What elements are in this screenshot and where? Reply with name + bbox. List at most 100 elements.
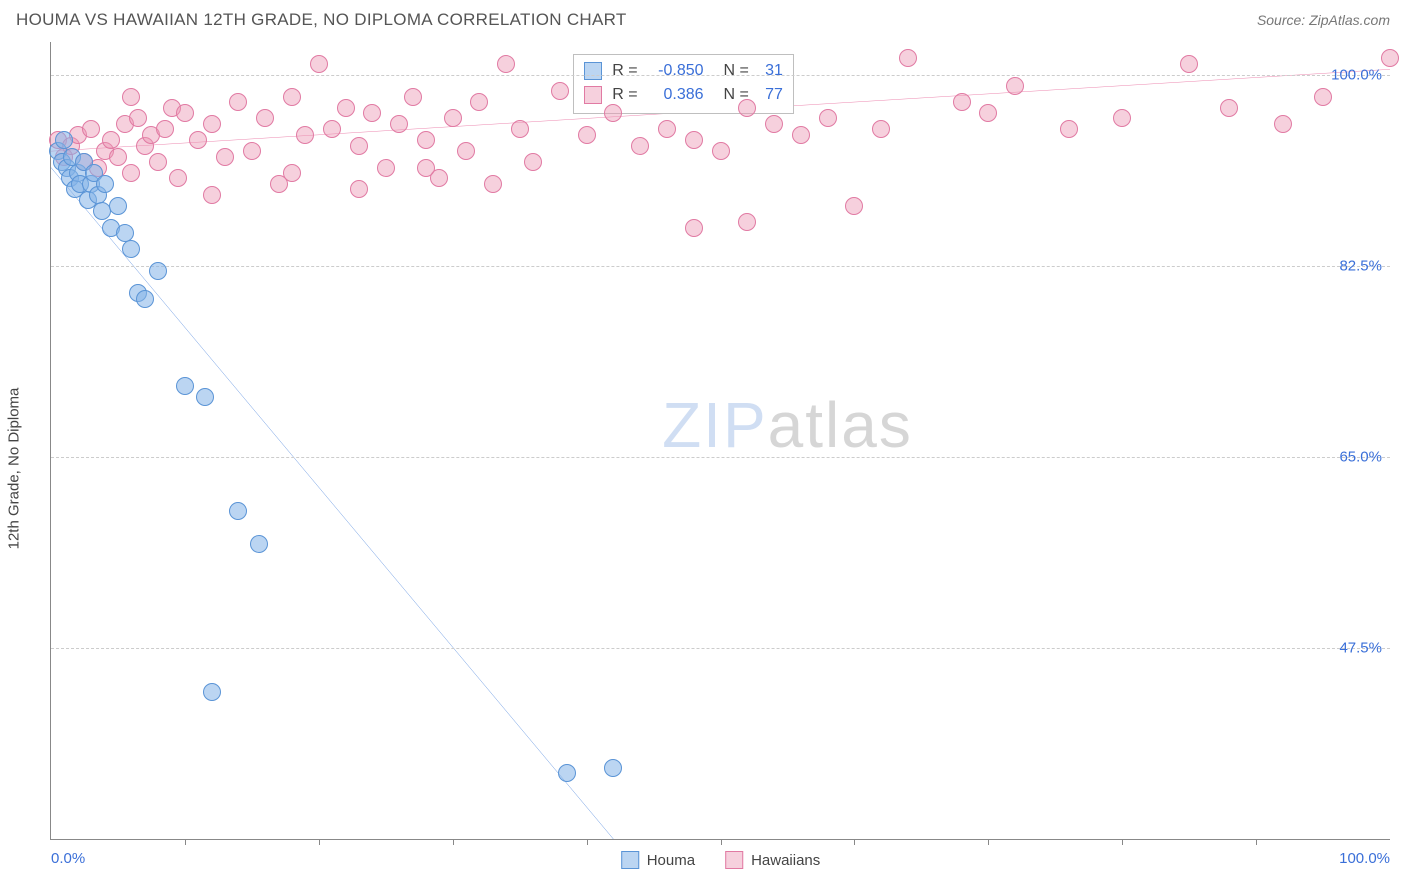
x-tick [185,839,186,845]
scatter-point-hawaiians [216,148,234,166]
scatter-point-hawaiians [350,137,368,155]
scatter-point-houma [203,683,221,701]
scatter-point-hawaiians [444,109,462,127]
scatter-point-hawaiians [524,153,542,171]
scatter-point-hawaiians [1381,49,1399,67]
x-tick [453,839,454,845]
bottom-legend-item-hawaiians: Hawaiians [725,851,820,869]
n-label: N = [724,59,749,83]
scatter-point-hawaiians [470,93,488,111]
scatter-point-hawaiians [102,131,120,149]
scatter-point-hawaiians [176,104,194,122]
x-tick [587,839,588,845]
y-tick-label: 82.5% [1339,257,1382,274]
watermark-part2: atlas [768,389,913,461]
trend-line-houma [51,168,613,839]
scatter-point-houma [136,290,154,308]
n-value-hawaiians: 77 [755,83,783,107]
scatter-point-hawaiians [283,88,301,106]
watermark: ZIPatlas [662,388,913,462]
scatter-point-houma [176,377,194,395]
x-tick [721,839,722,845]
scatter-point-houma [109,197,127,215]
scatter-point-hawaiians [457,142,475,160]
bottom-legend-item-houma: Houma [621,851,695,869]
y-tick-label: 65.0% [1339,448,1382,465]
scatter-point-hawaiians [511,120,529,138]
scatter-point-hawaiians [122,164,140,182]
scatter-point-hawaiians [685,131,703,149]
scatter-point-hawaiians [129,109,147,127]
gridline [51,648,1390,649]
r-label: R = [612,83,637,107]
gridline [51,75,1390,76]
x-tick [988,839,989,845]
scatter-point-hawaiians [256,109,274,127]
watermark-part1: ZIP [662,389,768,461]
scatter-point-houma [55,131,73,149]
scatter-point-hawaiians [765,115,783,133]
scatter-point-hawaiians [712,142,730,160]
scatter-point-hawaiians [404,88,422,106]
scatter-point-hawaiians [685,219,703,237]
scatter-point-houma [250,535,268,553]
scatter-point-hawaiians [377,159,395,177]
legend-swatch-houma [584,62,602,80]
scatter-point-hawaiians [497,55,515,73]
scatter-point-hawaiians [350,180,368,198]
scatter-point-houma [196,388,214,406]
scatter-point-houma [116,224,134,242]
scatter-point-hawaiians [363,104,381,122]
scatter-point-hawaiians [1274,115,1292,133]
scatter-point-hawaiians [283,164,301,182]
chart-title: HOUMA VS HAWAIIAN 12TH GRADE, NO DIPLOMA… [16,10,627,30]
scatter-point-hawaiians [1006,77,1024,95]
legend-stats-row-houma: R =-0.850N =31 [584,59,783,83]
scatter-point-hawaiians [738,213,756,231]
scatter-point-hawaiians [953,93,971,111]
scatter-point-hawaiians [1113,109,1131,127]
scatter-point-hawaiians [738,99,756,117]
scatter-point-hawaiians [82,120,100,138]
scatter-point-hawaiians [872,120,890,138]
scatter-point-hawaiians [484,175,502,193]
scatter-point-hawaiians [1180,55,1198,73]
scatter-point-hawaiians [189,131,207,149]
scatter-point-hawaiians [149,153,167,171]
scatter-point-hawaiians [337,99,355,117]
scatter-point-hawaiians [551,82,569,100]
bottom-legend-label-hawaiians: Hawaiians [751,852,820,869]
x-tick-label-min: 0.0% [51,850,85,867]
n-value-houma: 31 [755,59,783,83]
plot-area: ZIPatlas R =-0.850N =31R =0.386N =77 0.0… [50,42,1390,840]
scatter-point-hawaiians [1314,88,1332,106]
scatter-point-hawaiians [203,186,221,204]
scatter-point-hawaiians [310,55,328,73]
scatter-point-houma [558,764,576,782]
y-tick-label: 47.5% [1339,639,1382,656]
scatter-point-hawaiians [604,104,622,122]
scatter-point-hawaiians [109,148,127,166]
x-tick [319,839,320,845]
chart-header: HOUMA VS HAWAIIAN 12TH GRADE, NO DIPLOMA… [0,0,1406,34]
scatter-point-houma [604,759,622,777]
scatter-point-hawaiians [243,142,261,160]
scatter-point-hawaiians [658,120,676,138]
x-tick [1256,839,1257,845]
scatter-point-houma [149,262,167,280]
r-value-houma: -0.850 [644,59,704,83]
chart-source: Source: ZipAtlas.com [1257,12,1390,28]
scatter-point-hawaiians [899,49,917,67]
r-value-hawaiians: 0.386 [644,83,704,107]
bottom-legend-swatch-hawaiians [725,851,743,869]
bottom-legend-swatch-houma [621,851,639,869]
scatter-point-houma [229,502,247,520]
scatter-point-hawaiians [229,93,247,111]
y-tick-label: 100.0% [1331,66,1382,83]
scatter-point-hawaiians [631,137,649,155]
scatter-point-hawaiians [203,115,221,133]
y-axis-label: 12th Grade, No Diploma [6,388,23,550]
scatter-point-hawaiians [296,126,314,144]
scatter-point-hawaiians [1060,120,1078,138]
chart-container: 12th Grade, No Diploma ZIPatlas R = -0.85… [0,34,1406,886]
